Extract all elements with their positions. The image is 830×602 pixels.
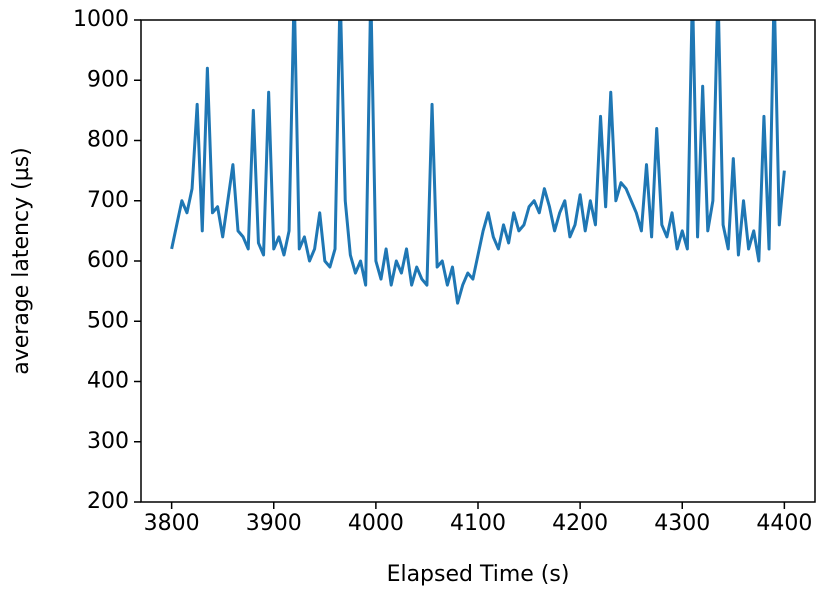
x-tick-label: 4000	[348, 511, 404, 536]
y-tick-label: 800	[87, 128, 129, 153]
x-axis-label: Elapsed Time (s)	[387, 562, 570, 587]
x-tick-label: 3900	[246, 511, 302, 536]
y-tick-label: 700	[87, 188, 129, 213]
data-line	[170, 20, 786, 305]
y-axis-label: average latency (µs)	[9, 147, 34, 375]
y-tick-label: 500	[87, 308, 129, 333]
x-tick-label: 4400	[756, 511, 812, 536]
y-tick-label: 900	[87, 67, 129, 92]
y-tick-label: 200	[87, 489, 129, 514]
y-tick-label: 1000	[73, 7, 129, 32]
x-tick-label: 4300	[654, 511, 710, 536]
y-tick-label: 300	[87, 429, 129, 454]
x-tick-label: 3800	[144, 511, 200, 536]
plot-frame	[140, 19, 816, 503]
y-tick-label: 600	[87, 248, 129, 273]
y-tick-label: 400	[87, 369, 129, 394]
x-tick-label: 4100	[450, 511, 506, 536]
x-tick-label: 4200	[552, 511, 608, 536]
